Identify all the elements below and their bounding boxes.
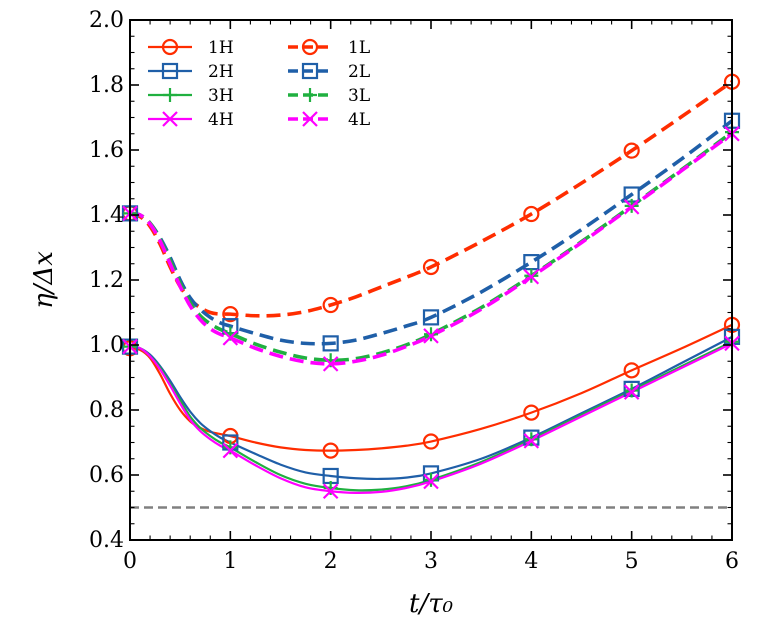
legend-item-1H: 1H bbox=[148, 38, 234, 58]
legend-marker bbox=[303, 88, 317, 102]
legend-marker bbox=[161, 38, 179, 56]
y-tick-label: 1.6 bbox=[89, 138, 124, 163]
y-tick-label: 1.2 bbox=[89, 268, 124, 293]
point-1L-2 bbox=[322, 296, 339, 314]
legend: 1H 2H 3H 4H 1L 2L 3L 4L bbox=[148, 38, 370, 130]
series-line-3L bbox=[129, 130, 734, 363]
legend-item-1L: 1L bbox=[288, 38, 370, 58]
y-tick-label: 0.4 bbox=[89, 528, 124, 553]
point-3H-5 bbox=[624, 383, 639, 398]
legend-marker bbox=[301, 38, 319, 56]
point-1L-3 bbox=[422, 258, 440, 276]
x-axis-label: t/τ₀ bbox=[409, 589, 454, 619]
x-tick-label: 5 bbox=[625, 549, 639, 574]
point-4H-1 bbox=[222, 442, 239, 459]
legend-item-3H: 3H bbox=[148, 86, 234, 106]
legend-marker bbox=[301, 62, 319, 80]
legend-label: 1L bbox=[348, 38, 370, 58]
legend-item-2L: 2L bbox=[288, 62, 370, 82]
series-line-1H bbox=[129, 323, 733, 452]
y-tick-label: 1.0 bbox=[89, 333, 124, 358]
point-2L-2 bbox=[322, 335, 339, 352]
x-tick-label: 3 bbox=[424, 549, 438, 574]
x-tick-label: 1 bbox=[223, 549, 237, 574]
point-1H-4 bbox=[523, 404, 540, 421]
point-4H-5 bbox=[623, 384, 640, 400]
tick-labels-layer: 0 1 2 3 4 5 6 0.4 0.6 0.8 1.0 1.2 1.4 1.6 1.8 2.0 bbox=[89, 8, 739, 574]
series-line-2L bbox=[129, 119, 734, 346]
point-4L-3 bbox=[423, 328, 439, 344]
point-4H-3 bbox=[423, 473, 439, 490]
legend-item-4H: 4H bbox=[148, 110, 234, 130]
legend-item-4L: 4L bbox=[288, 110, 370, 130]
point-4H-2 bbox=[322, 483, 339, 500]
point-3H-4 bbox=[524, 432, 539, 447]
legend-label: 4L bbox=[348, 110, 370, 130]
point-4L-4 bbox=[523, 268, 540, 285]
point-1H-2 bbox=[322, 442, 339, 459]
x-tick-label: 4 bbox=[524, 549, 538, 574]
legend-marker bbox=[302, 111, 318, 127]
legend-label: 2L bbox=[348, 62, 370, 82]
point-4L-2 bbox=[322, 356, 339, 372]
point-2L-3 bbox=[422, 309, 440, 326]
point-1H-3 bbox=[422, 433, 440, 450]
curves-layer bbox=[129, 80, 734, 494]
y-tick-label: 2.0 bbox=[89, 8, 124, 33]
x-tick-label: 6 bbox=[725, 549, 739, 574]
point-1L-1 bbox=[222, 306, 239, 323]
series-line-3H bbox=[129, 340, 733, 492]
legend-label: 4H bbox=[208, 110, 234, 130]
legend-label: 2H bbox=[208, 62, 234, 82]
legend-marker bbox=[162, 111, 178, 127]
y-tick-label: 0.6 bbox=[89, 463, 124, 488]
series-line-2H bbox=[129, 335, 733, 481]
legend-label: 1H bbox=[208, 38, 234, 58]
x-tick-label: 0 bbox=[123, 549, 137, 574]
legend-label: 3H bbox=[208, 86, 234, 106]
y-tick-label: 1.8 bbox=[89, 73, 124, 98]
y-axis-label: η/Δx bbox=[29, 251, 59, 309]
x-tick-label: 2 bbox=[324, 549, 338, 574]
point-4L-5 bbox=[623, 199, 640, 215]
legend-item-3L: 3L bbox=[288, 86, 370, 106]
point-4H-4 bbox=[523, 433, 540, 449]
y-tick-label: 1.4 bbox=[89, 203, 124, 228]
point-4L-1 bbox=[222, 330, 239, 346]
ticks-layer bbox=[129, 19, 733, 541]
point-1H-5 bbox=[623, 362, 640, 379]
point-1L-4 bbox=[523, 205, 540, 223]
y-tick-label: 0.8 bbox=[89, 398, 124, 423]
legend-item-2H: 2H bbox=[148, 62, 234, 82]
legend-marker bbox=[161, 62, 179, 80]
point-3L-3 bbox=[424, 327, 438, 342]
point-1L-5 bbox=[623, 142, 640, 159]
legend-marker bbox=[163, 88, 177, 102]
point-3H-3 bbox=[424, 472, 438, 487]
legend-label: 3L bbox=[348, 86, 370, 106]
